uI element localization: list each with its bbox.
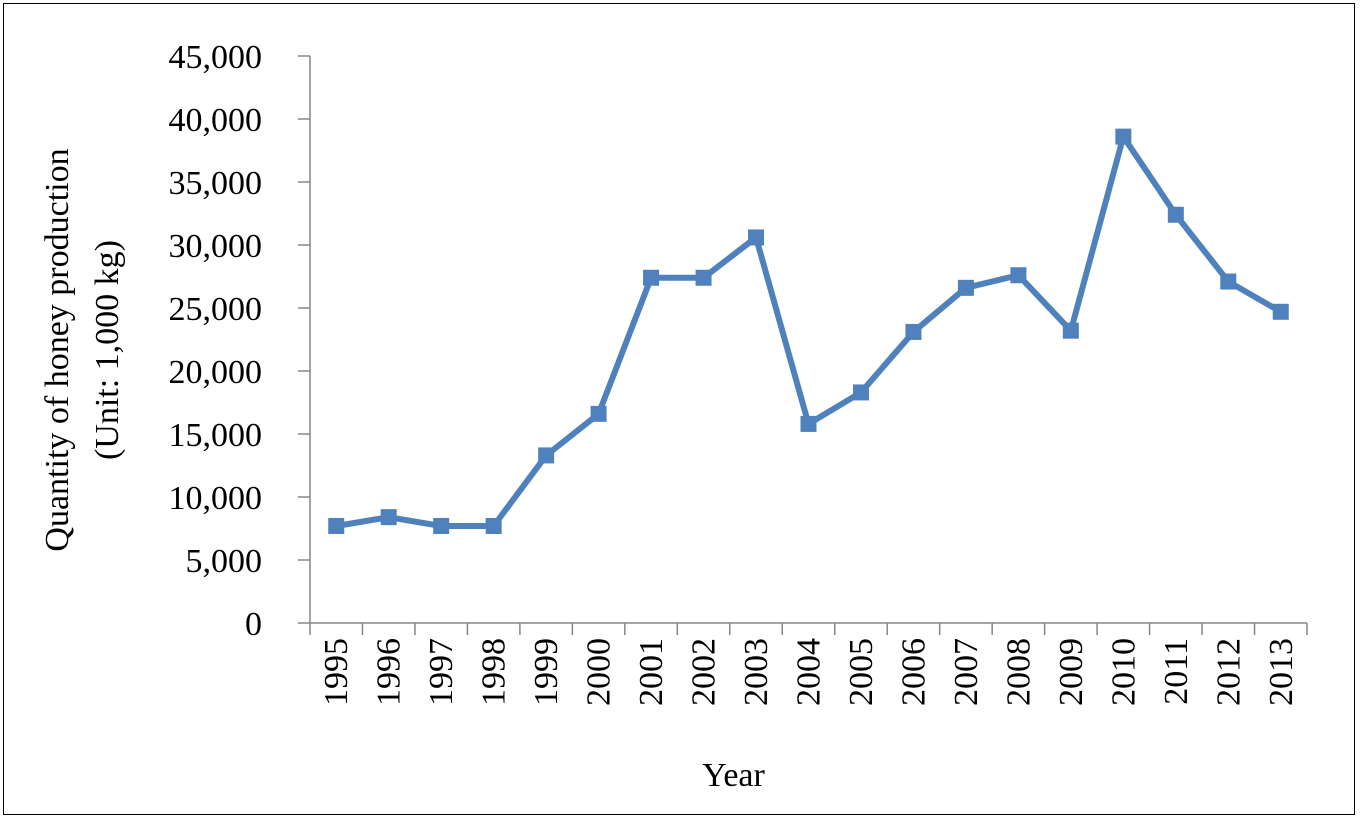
y-tick-label: 0 [245,606,262,643]
data-point-marker [1167,206,1184,223]
data-point-marker [1220,273,1237,290]
y-axis-title-line-1: Quantity of honey production [39,148,76,551]
series-layer [328,128,1289,534]
y-tick-label: 5,000 [186,543,263,580]
data-point-marker [748,229,765,246]
x-tick-label: 1997 [423,638,460,706]
data-point-marker [538,447,555,464]
x-tick-label: 1995 [318,638,355,706]
x-tick-label: 2003 [738,638,775,706]
x-tick-label: 1998 [476,638,513,706]
axes [309,56,1307,624]
x-tick-label: 2010 [1105,638,1142,706]
x-tick-label: 2007 [948,638,985,706]
data-point-marker [590,405,607,422]
y-tick-label: 10,000 [169,480,263,517]
x-axis-ticks: 1995 1996 1997 1998 1999 2000 2001 2002 2003 2004… [309,623,1308,706]
y-axis-title-line-2: (Unit: 1,000 kg) [89,240,126,460]
y-tick-label: 20,000 [169,354,263,391]
data-point-marker [1272,303,1289,320]
data-point-marker [1010,267,1027,284]
data-point-marker [1115,128,1132,145]
y-tick-label: 35,000 [169,165,263,202]
x-tick-label: 2009 [1053,638,1090,706]
data-point-marker [485,517,502,534]
data-point-marker [433,517,450,534]
x-axis-title: Year [702,757,765,794]
data-point-marker [643,269,660,286]
x-tick-label: 2011 [1158,638,1195,705]
x-tick-label: 2005 [843,638,880,706]
y-tick-label: 15,000 [169,417,263,454]
series-line [333,133,1284,529]
y-tick-label: 40,000 [169,102,263,139]
chart-frame [3,3,1355,815]
x-tick-label: 2012 [1210,638,1247,706]
x-tick-label: 2001 [633,638,670,706]
data-point-marker [852,384,869,401]
x-tick-label: 1999 [528,638,565,706]
data-point-marker [1062,322,1079,339]
x-tick-label: 2004 [791,638,828,706]
x-tick-label: 1996 [371,638,408,706]
y-tick-label: 25,000 [169,291,263,328]
data-point-marker [695,269,712,286]
x-tick-label: 2006 [895,638,932,706]
data-point-marker [380,509,397,526]
x-tick-label: 2013 [1263,638,1300,706]
data-point-marker [328,517,345,534]
y-axis-ticks: 0 5,000 10,000 15,000 20,000 25,000 30,000 35,0… [169,39,310,643]
x-tick-label: 2002 [686,638,723,706]
data-point-marker [905,323,922,340]
x-tick-label: 2008 [1000,638,1037,706]
x-tick-label: 2000 [581,638,618,706]
data-point-marker [800,415,817,432]
data-point-marker [957,279,974,296]
y-tick-label: 45,000 [169,39,263,76]
y-tick-label: 30,000 [169,228,263,265]
